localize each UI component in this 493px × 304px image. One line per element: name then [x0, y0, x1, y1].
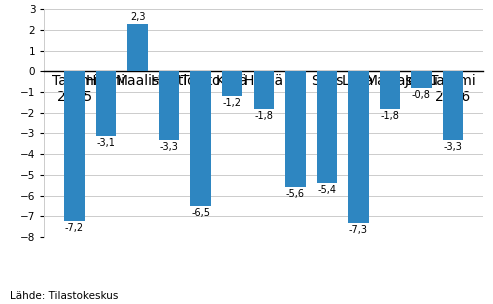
Text: -0,8: -0,8 [412, 90, 431, 100]
Text: -1,8: -1,8 [381, 111, 399, 121]
Text: -6,5: -6,5 [191, 208, 210, 218]
Bar [222, 71, 243, 96]
Text: -1,2: -1,2 [223, 98, 242, 108]
Bar [317, 71, 337, 183]
Text: 2,3: 2,3 [130, 12, 145, 22]
Bar [443, 71, 463, 140]
Bar [253, 71, 274, 109]
Text: -3,3: -3,3 [160, 142, 178, 152]
Text: -7,3: -7,3 [349, 225, 368, 235]
Bar [190, 71, 211, 206]
Bar [64, 71, 85, 220]
Bar [127, 24, 148, 71]
Text: -3,3: -3,3 [444, 142, 462, 152]
Bar [411, 71, 432, 88]
Text: -1,8: -1,8 [254, 111, 273, 121]
Text: -3,1: -3,1 [97, 138, 115, 148]
Text: Lähde: Tilastokeskus: Lähde: Tilastokeskus [10, 291, 118, 301]
Text: -5,6: -5,6 [286, 189, 305, 199]
Text: -7,2: -7,2 [65, 223, 84, 233]
Bar [159, 71, 179, 140]
Text: -5,4: -5,4 [317, 185, 336, 195]
Bar [380, 71, 400, 109]
Bar [96, 71, 116, 136]
Bar [348, 71, 369, 223]
Bar [285, 71, 306, 187]
